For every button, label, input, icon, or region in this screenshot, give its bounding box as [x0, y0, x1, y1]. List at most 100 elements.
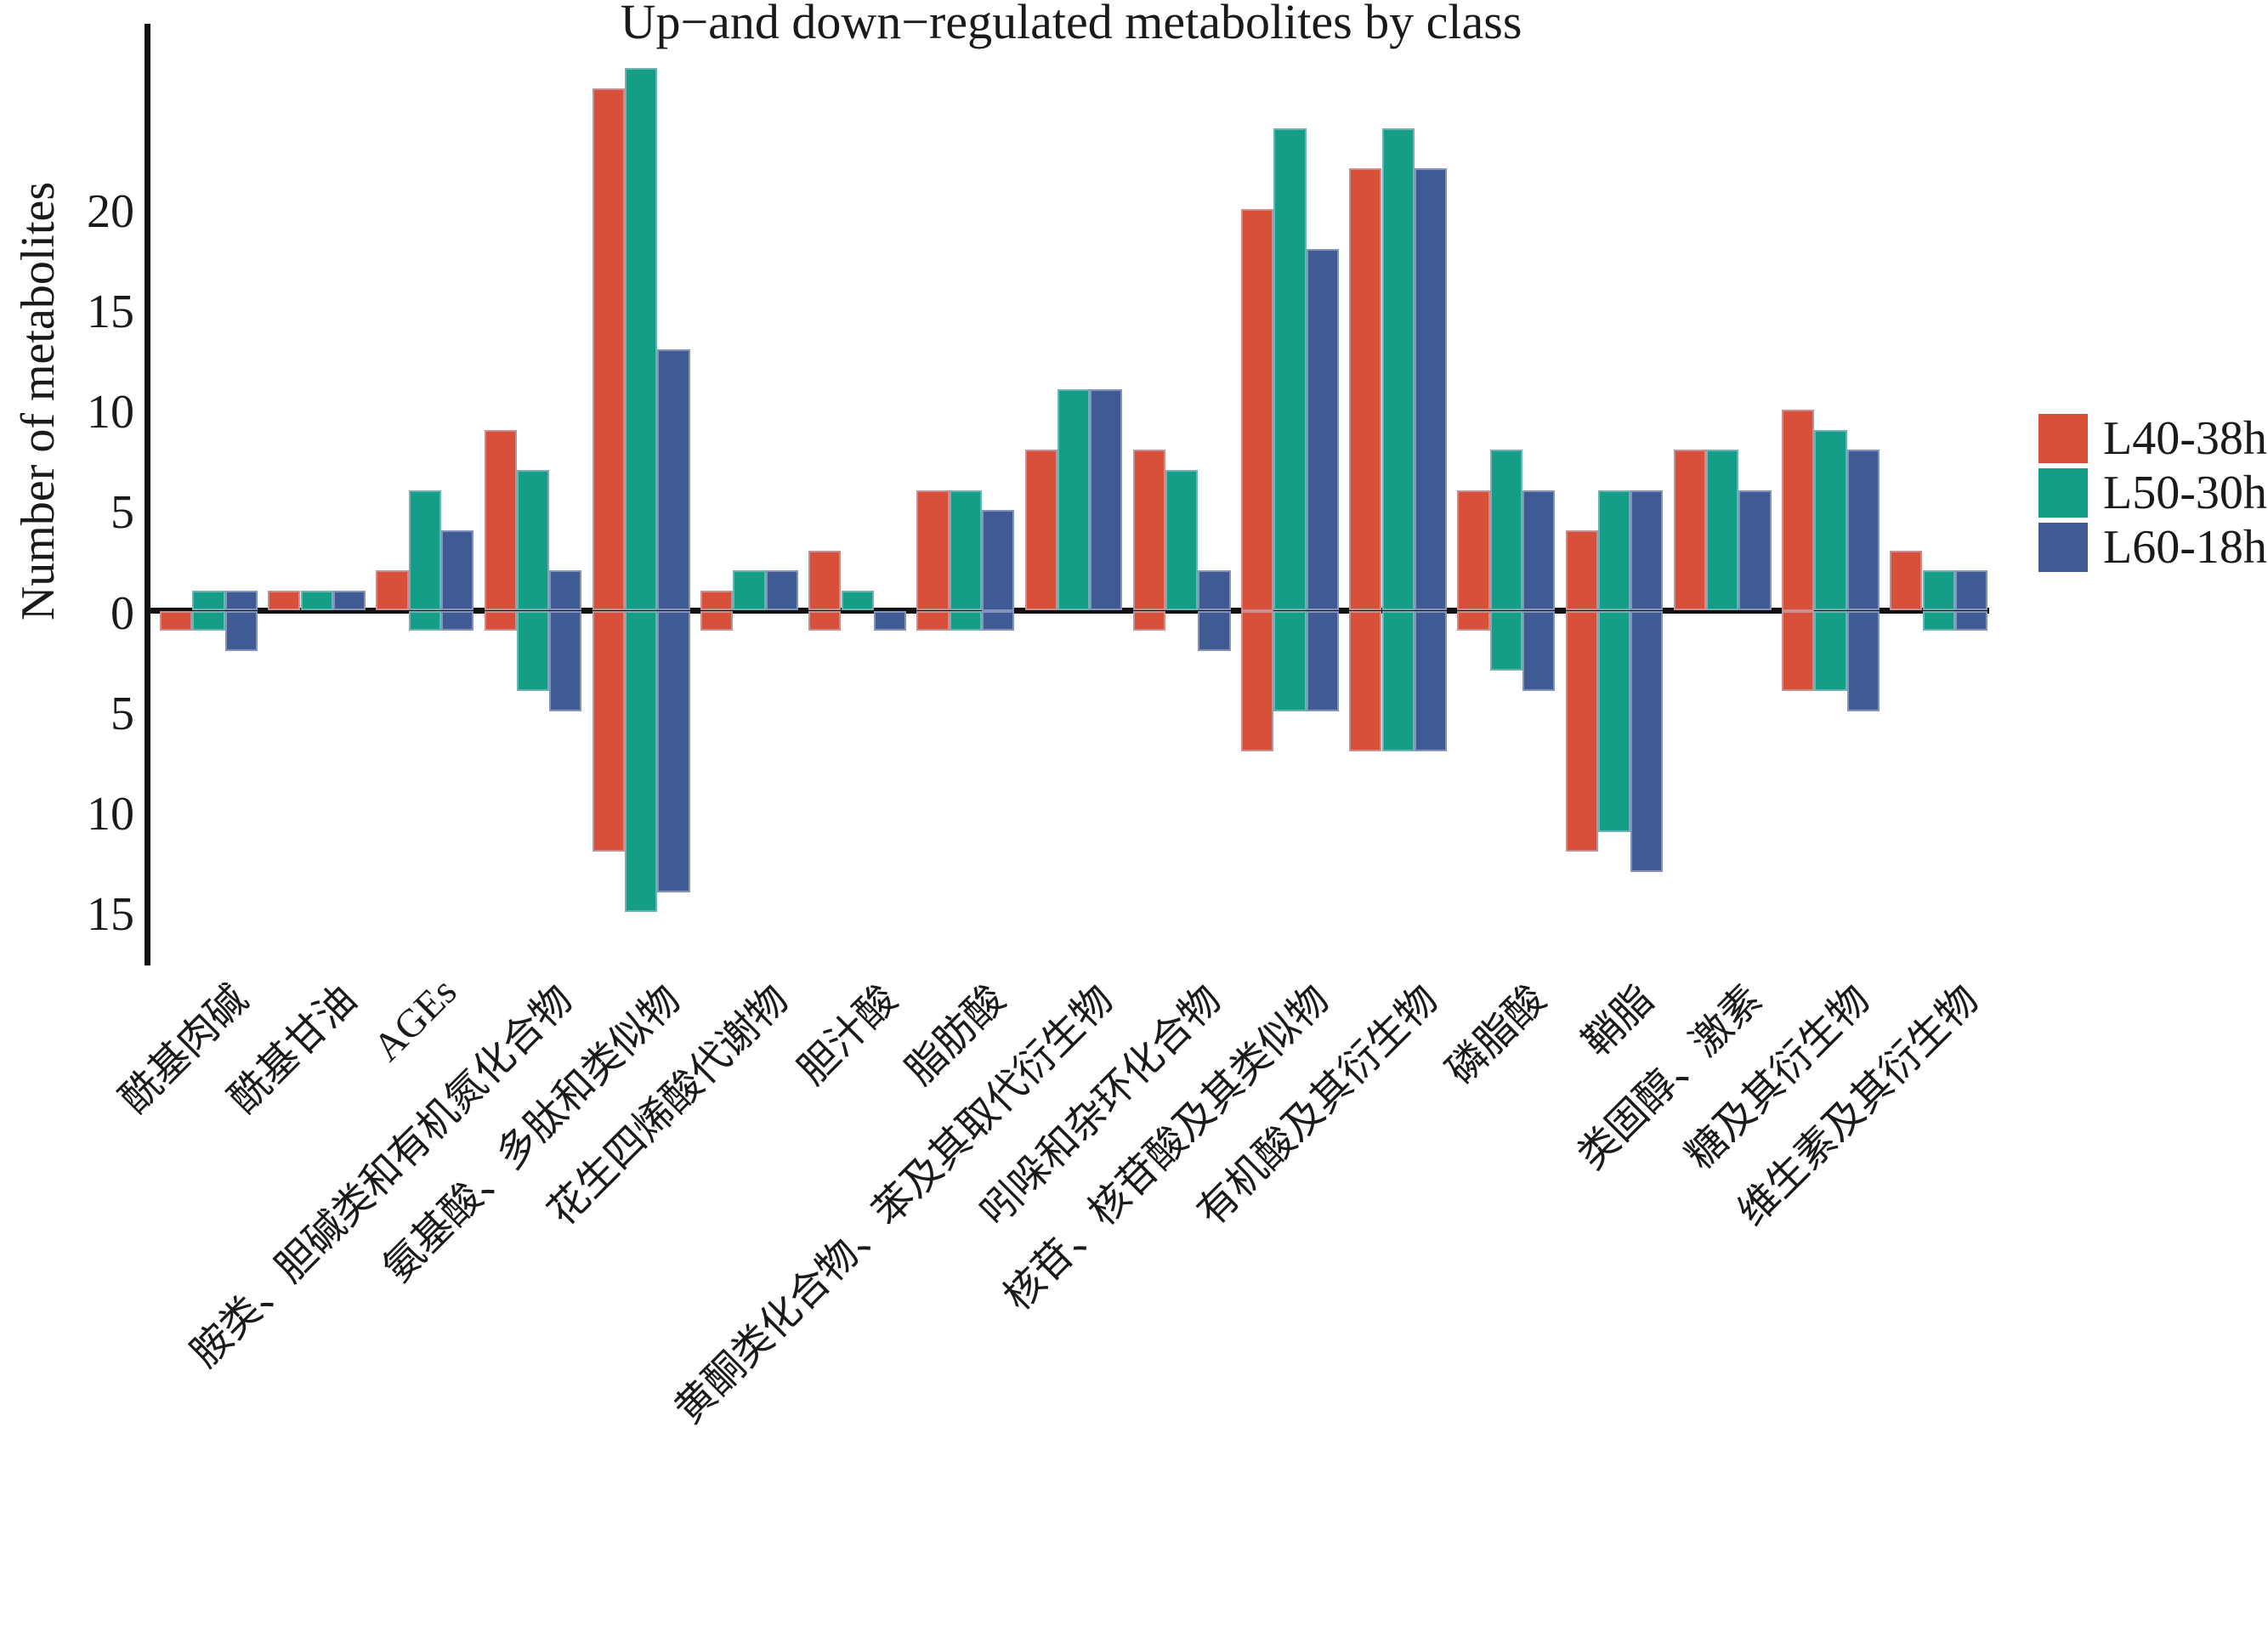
bar-up-L50-30h — [1597, 490, 1631, 611]
bar-up-L60-18h — [1090, 389, 1123, 611]
bar-up-L50-30h — [1381, 127, 1415, 611]
bar-up-L50-30h — [949, 490, 982, 611]
bar-down-L50-30h — [1489, 610, 1522, 671]
bar-down-L40-38h — [1565, 610, 1598, 852]
bar-down-L60-18h — [441, 610, 474, 631]
bar-down-L40-38h — [1241, 610, 1274, 752]
bar-down-L50-30h — [408, 610, 441, 631]
bar-up-L50-30h — [1057, 389, 1091, 611]
chart-title: Up−and down−regulated metabolites by cla… — [620, 0, 1522, 49]
bar-up-L40-38h — [376, 570, 409, 611]
bar-up-L40-38h — [1565, 529, 1598, 611]
bar-down-L60-18h — [1198, 610, 1231, 651]
bar-up-L60-18h — [1522, 490, 1556, 611]
bar-down-L40-38h — [1132, 610, 1166, 631]
bar-up-L50-30h — [300, 590, 333, 611]
bar-down-L40-38h — [484, 610, 517, 631]
bar-up-L40-38h — [592, 88, 626, 611]
bar-up-L50-30h — [192, 590, 225, 611]
legend-label: L60-18h — [2103, 521, 2267, 574]
bar-up-L40-38h — [700, 590, 734, 611]
bar-down-L60-18h — [982, 610, 1015, 631]
bar-up-L60-18h — [1630, 490, 1664, 611]
bar-up-L60-18h — [1414, 168, 1448, 611]
bar-up-L60-18h — [332, 590, 366, 611]
legend-item: L40-38h — [2038, 412, 2267, 465]
x-category-label: 磷脂酸 — [1438, 977, 1555, 1094]
legend-item: L60-18h — [2038, 521, 2267, 574]
bar-down-L50-30h — [192, 610, 225, 631]
bar-down-L60-18h — [224, 610, 258, 651]
bar-down-L40-38h — [916, 610, 950, 631]
bar-up-L60-18h — [657, 349, 690, 611]
bar-down-L50-30h — [516, 610, 550, 692]
bar-up-L60-18h — [1846, 450, 1880, 611]
legend-swatch-icon — [2038, 414, 2088, 463]
legend-item: L50-30h — [2038, 467, 2267, 519]
bar-up-L40-38h — [1457, 490, 1490, 611]
y-axis-label: Number of metabolites — [12, 181, 65, 621]
bar-up-L50-30h — [625, 67, 658, 611]
y-axis-line — [145, 24, 150, 965]
bar-down-L40-38h — [592, 610, 626, 852]
bar-up-L50-30h — [1489, 450, 1522, 611]
bar-down-L50-30h — [625, 610, 658, 913]
bar-down-L50-30h — [1597, 610, 1631, 832]
legend-swatch-icon — [2038, 523, 2088, 572]
bar-up-L50-30h — [1706, 450, 1739, 611]
bar-up-L60-18h — [765, 570, 798, 611]
bar-up-L60-18h — [982, 510, 1015, 611]
bar-up-L60-18h — [224, 590, 258, 611]
bar-down-L60-18h — [1306, 610, 1339, 711]
bar-down-L40-38h — [1782, 610, 1815, 692]
bar-down-L50-30h — [1381, 610, 1415, 752]
bar-down-L50-30h — [1922, 610, 1955, 631]
bar-up-L50-30h — [1273, 127, 1307, 611]
bar-up-L40-38h — [1890, 550, 1923, 611]
bar-up-L40-38h — [1349, 168, 1382, 611]
bar-down-L60-18h — [1846, 610, 1880, 711]
bar-up-L60-18h — [1198, 570, 1231, 611]
bar-down-L50-30h — [1814, 610, 1847, 692]
bar-up-L40-38h — [1241, 208, 1274, 611]
bar-up-L50-30h — [1922, 570, 1955, 611]
bar-down-L40-38h — [808, 610, 842, 631]
bar-up-L60-18h — [441, 529, 474, 611]
bar-up-L50-30h — [408, 490, 441, 611]
bar-down-L60-18h — [1522, 610, 1556, 692]
legend-swatch-icon — [2038, 468, 2088, 518]
bar-up-L40-38h — [1132, 450, 1166, 611]
bar-up-L50-30h — [733, 570, 766, 611]
bar-down-L60-18h — [1414, 610, 1448, 752]
bar-up-L60-18h — [1738, 490, 1772, 611]
bar-down-L60-18h — [873, 610, 907, 631]
bar-down-L50-30h — [949, 610, 982, 631]
bar-up-L40-38h — [808, 550, 842, 611]
legend: L40-38h L50-30h L60-18h — [2038, 412, 2267, 577]
bar-up-L60-18h — [1306, 248, 1339, 611]
bar-up-L50-30h — [1814, 429, 1847, 611]
bar-up-L60-18h — [1954, 570, 1988, 611]
bar-up-L50-30h — [516, 469, 550, 611]
bar-up-L40-38h — [1782, 410, 1815, 611]
legend-label: L40-38h — [2103, 412, 2267, 465]
bar-down-L40-38h — [1457, 610, 1490, 631]
bar-up-L40-38h — [1024, 450, 1057, 611]
bar-down-L60-18h — [549, 610, 582, 711]
bar-up-L40-38h — [268, 590, 301, 611]
bar-down-L60-18h — [657, 610, 690, 892]
bar-down-L40-38h — [160, 610, 193, 631]
legend-label: L50-30h — [2103, 467, 2267, 519]
bar-down-L40-38h — [700, 610, 734, 631]
bar-up-L40-38h — [1673, 450, 1707, 611]
bar-down-L50-30h — [1273, 610, 1307, 711]
zero-baseline — [145, 608, 1989, 614]
bar-up-L50-30h — [1165, 469, 1199, 611]
bar-down-L40-38h — [1349, 610, 1382, 752]
bar-up-L50-30h — [841, 590, 874, 611]
bar-up-L60-18h — [549, 570, 582, 611]
bar-up-L40-38h — [916, 490, 950, 611]
bar-down-L60-18h — [1954, 610, 1988, 631]
bar-down-L60-18h — [1630, 610, 1664, 872]
